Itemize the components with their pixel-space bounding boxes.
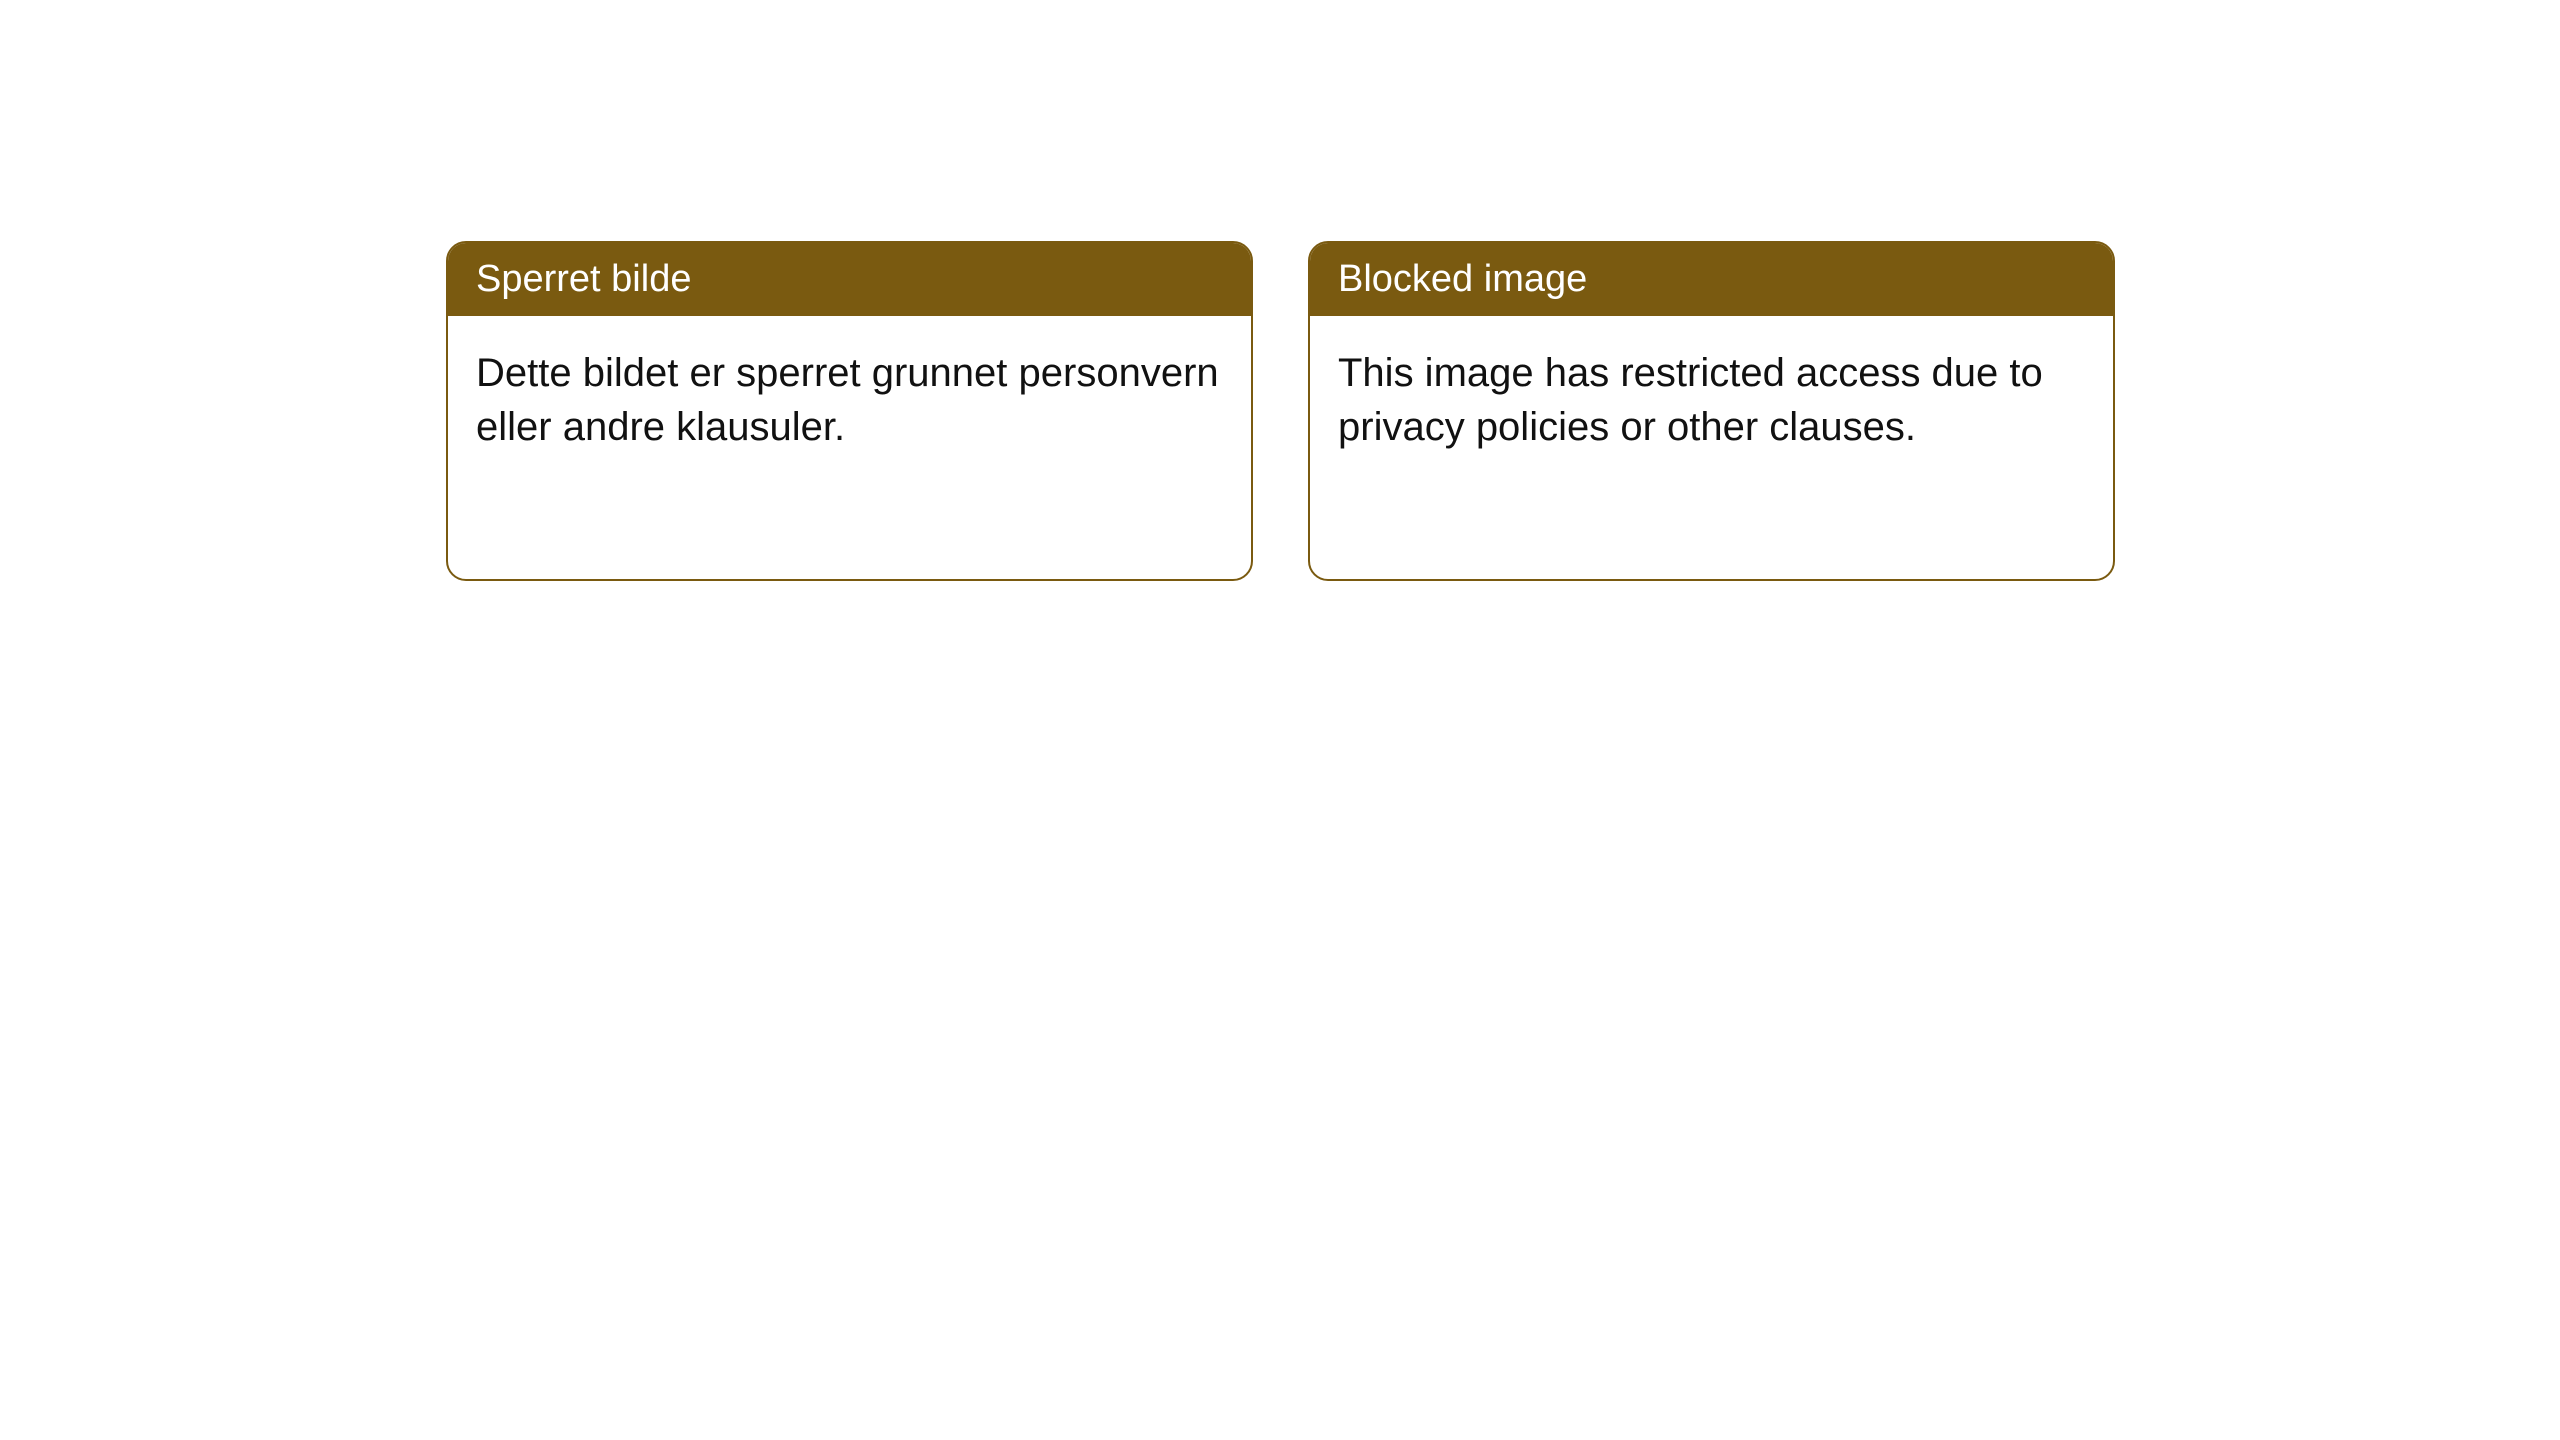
notice-card-body: Dette bildet er sperret grunnet personve… bbox=[448, 316, 1251, 484]
notice-cards-container: Sperret bilde Dette bildet er sperret gr… bbox=[446, 241, 2115, 581]
notice-card-no: Sperret bilde Dette bildet er sperret gr… bbox=[446, 241, 1253, 581]
notice-card-body: This image has restricted access due to … bbox=[1310, 316, 2113, 484]
notice-card-en: Blocked image This image has restricted … bbox=[1308, 241, 2115, 581]
notice-card-title: Sperret bilde bbox=[448, 243, 1251, 316]
notice-card-title: Blocked image bbox=[1310, 243, 2113, 316]
